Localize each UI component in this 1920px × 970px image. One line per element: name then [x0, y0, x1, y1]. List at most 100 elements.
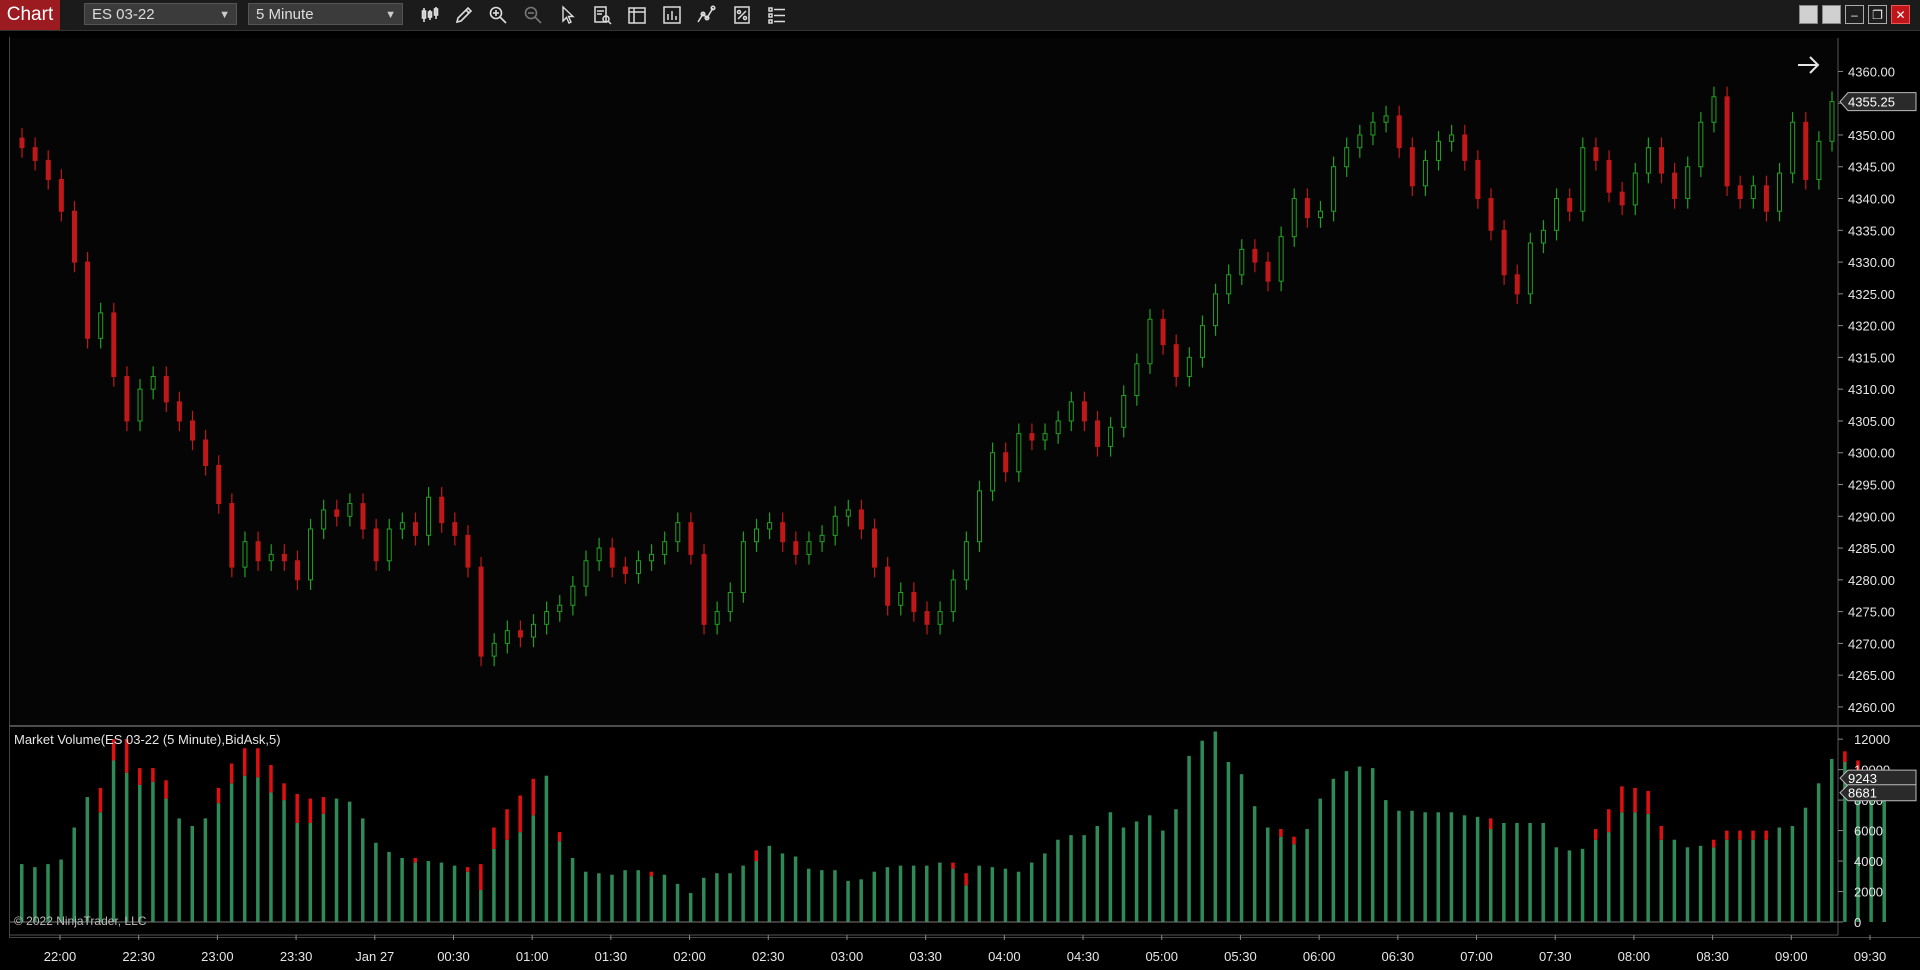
price-tick-label: 4320.00: [1848, 319, 1895, 334]
templates-icon[interactable]: [730, 3, 754, 27]
volume-bar-up: [1633, 812, 1637, 922]
volume-bar-down: [269, 765, 273, 793]
data-box-icon[interactable]: [590, 3, 614, 27]
volume-bar-down: [1620, 786, 1624, 813]
candle-body: [58, 178, 64, 212]
volume-bar-up: [977, 865, 981, 922]
candle-body: [85, 261, 91, 339]
candle-body: [1003, 452, 1009, 473]
volume-bar-up: [1043, 853, 1047, 922]
volume-bar-up: [124, 772, 129, 922]
time-tick-label: 08:00: [1618, 949, 1651, 964]
title-bar: Chart ES 03-22 ▼ 5 Minute ▼ – ❐ ✕: [0, 0, 1920, 31]
candle-body: [1252, 248, 1258, 263]
candle-body: [583, 560, 589, 587]
candle-body: [1029, 433, 1035, 441]
close-icon[interactable]: ✕: [1891, 5, 1910, 24]
zoom-out-icon[interactable]: [521, 3, 545, 27]
zoom-in-icon[interactable]: [486, 3, 510, 27]
candle-body: [1645, 147, 1651, 174]
time-tick-label: 01:00: [516, 949, 549, 964]
volume-bar-up: [138, 784, 142, 922]
candle-body: [216, 464, 222, 505]
properties-icon[interactable]: [765, 3, 789, 27]
volume-bar-down: [164, 780, 168, 799]
last-volume-label: 9243: [1848, 771, 1877, 786]
candle-body: [1777, 172, 1783, 212]
bar-type-icon[interactable]: [418, 3, 442, 27]
candle-body: [1042, 433, 1048, 441]
volume-bar-up: [1725, 839, 1729, 922]
volume-panel[interactable]: [10, 731, 1886, 923]
volume-bar-up: [1305, 829, 1309, 922]
price-panel[interactable]: [10, 38, 1920, 935]
candle-body: [1750, 185, 1756, 200]
volume-bar-up: [479, 890, 483, 922]
last-price-marker: [1839, 92, 1917, 112]
candle-body: [662, 541, 668, 555]
volume-bar-up: [321, 813, 326, 922]
interval-selector[interactable]: 5 Minute ▼: [248, 3, 403, 25]
candle-body: [963, 541, 969, 581]
tile-left-icon[interactable]: [1799, 5, 1818, 24]
volume-bar-up: [833, 870, 837, 922]
draw-pencil-icon[interactable]: [452, 3, 476, 27]
price-tick-label: 4350.00: [1848, 128, 1895, 143]
volume-bar-up: [1029, 862, 1034, 922]
time-axis[interactable]: 22:00 22:30 23:00 23:30 Jan 27 00:30 01:00 01:3…: [10, 934, 1886, 964]
volume-bar-up: [1830, 758, 1834, 922]
scroll-right-arrow-icon[interactable]: [1798, 56, 1820, 74]
volume-bar-up: [806, 868, 811, 922]
volume-bar-down: [754, 850, 758, 862]
volume-bar-up: [1869, 792, 1873, 922]
instrument-selector[interactable]: ES 03-22 ▼: [84, 3, 237, 25]
indicators-icon[interactable]: [660, 3, 684, 27]
last-volume-marker: [1839, 769, 1917, 787]
restore-icon[interactable]: ❐: [1868, 5, 1887, 24]
volume-bar-up: [400, 858, 404, 922]
time-tick-label: 22:00: [44, 949, 77, 964]
candle-body: [832, 515, 838, 536]
volume-bar-down: [321, 797, 326, 814]
price-axis[interactable]: 4360.004355.004350.004345.004340.004335.…: [1838, 64, 1917, 715]
volume-bar-up: [1620, 812, 1624, 922]
candle-body: [1370, 121, 1376, 136]
volume-bar-up: [1541, 822, 1545, 922]
volume-bar-up: [1200, 740, 1204, 922]
tile-right-icon[interactable]: [1822, 5, 1841, 24]
volume-bar-down: [111, 739, 116, 761]
volume-bar-down: [964, 873, 968, 886]
candle-body: [1672, 172, 1678, 200]
candle-body: [386, 528, 392, 562]
time-tick-label: 04:30: [1067, 949, 1100, 964]
interval-value: 5 Minute: [256, 6, 314, 23]
volume-bar-up: [308, 822, 313, 922]
candle-body: [1829, 101, 1835, 142]
price-tick-label: 4305.00: [1848, 414, 1895, 429]
strategies-icon[interactable]: [694, 3, 718, 27]
candle-body: [937, 611, 943, 625]
last-volume-marker: [1839, 784, 1917, 802]
volume-axis[interactable]: 12000100008000600040002000092438681: [1838, 732, 1917, 930]
volume-bar-down: [1633, 787, 1637, 813]
price-tick-label: 4295.00: [1848, 478, 1895, 493]
candle-body: [347, 503, 353, 517]
minimize-icon[interactable]: –: [1845, 5, 1864, 24]
volume-bar-up: [1016, 871, 1021, 922]
volume-bar-up: [1882, 781, 1886, 922]
volume-bar-down: [124, 739, 129, 773]
candle-body: [1173, 344, 1179, 377]
volume-bar-up: [610, 874, 614, 922]
volume-bar-up: [728, 873, 732, 922]
time-tick-label: Jan 27: [355, 949, 394, 964]
pointer-icon[interactable]: [556, 3, 580, 27]
candle-body: [1475, 159, 1481, 200]
volume-bar-up: [1187, 755, 1191, 922]
candle-body: [1436, 140, 1442, 161]
chart-trader-icon[interactable]: [625, 3, 649, 27]
volume-bar-up: [426, 861, 431, 922]
volume-bar-up: [1790, 826, 1795, 922]
volume-bar-up: [1646, 813, 1650, 922]
candle-body: [71, 210, 77, 263]
